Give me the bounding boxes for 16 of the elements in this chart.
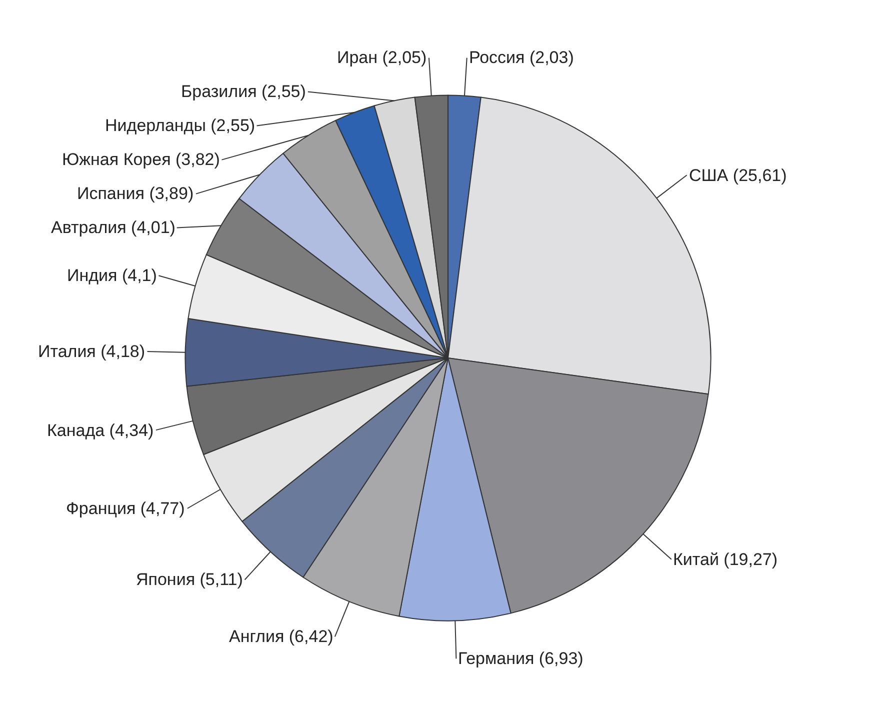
slice-label: Англия (6,42) bbox=[229, 627, 334, 646]
slice-label: Япония (5,11) bbox=[136, 570, 243, 589]
slice-label: Иран (2,05) bbox=[337, 48, 427, 67]
slice-label: Бразилия (2,55) bbox=[181, 82, 306, 101]
slice-label: Россия (2,03) bbox=[469, 48, 574, 67]
slice-label: Автралия (4,01) bbox=[51, 218, 176, 237]
slice-label: Нидерланды (2,55) bbox=[105, 116, 256, 135]
slice-label: США (25,61) bbox=[689, 166, 787, 185]
slice-label: Германия (6,93) bbox=[458, 649, 584, 668]
slice-label: Южная Корея (3,82) bbox=[62, 150, 220, 169]
slice-label: Франция (4,77) bbox=[66, 499, 185, 518]
slice-label: Испания (3,89) bbox=[77, 184, 194, 203]
slice-label: Канада (4,34) bbox=[47, 421, 154, 440]
slice-label: Индия (4,1) bbox=[67, 266, 157, 285]
slice-label: Италия (4,18) bbox=[38, 342, 146, 361]
slice-label: Китай (19,27) bbox=[673, 550, 778, 569]
